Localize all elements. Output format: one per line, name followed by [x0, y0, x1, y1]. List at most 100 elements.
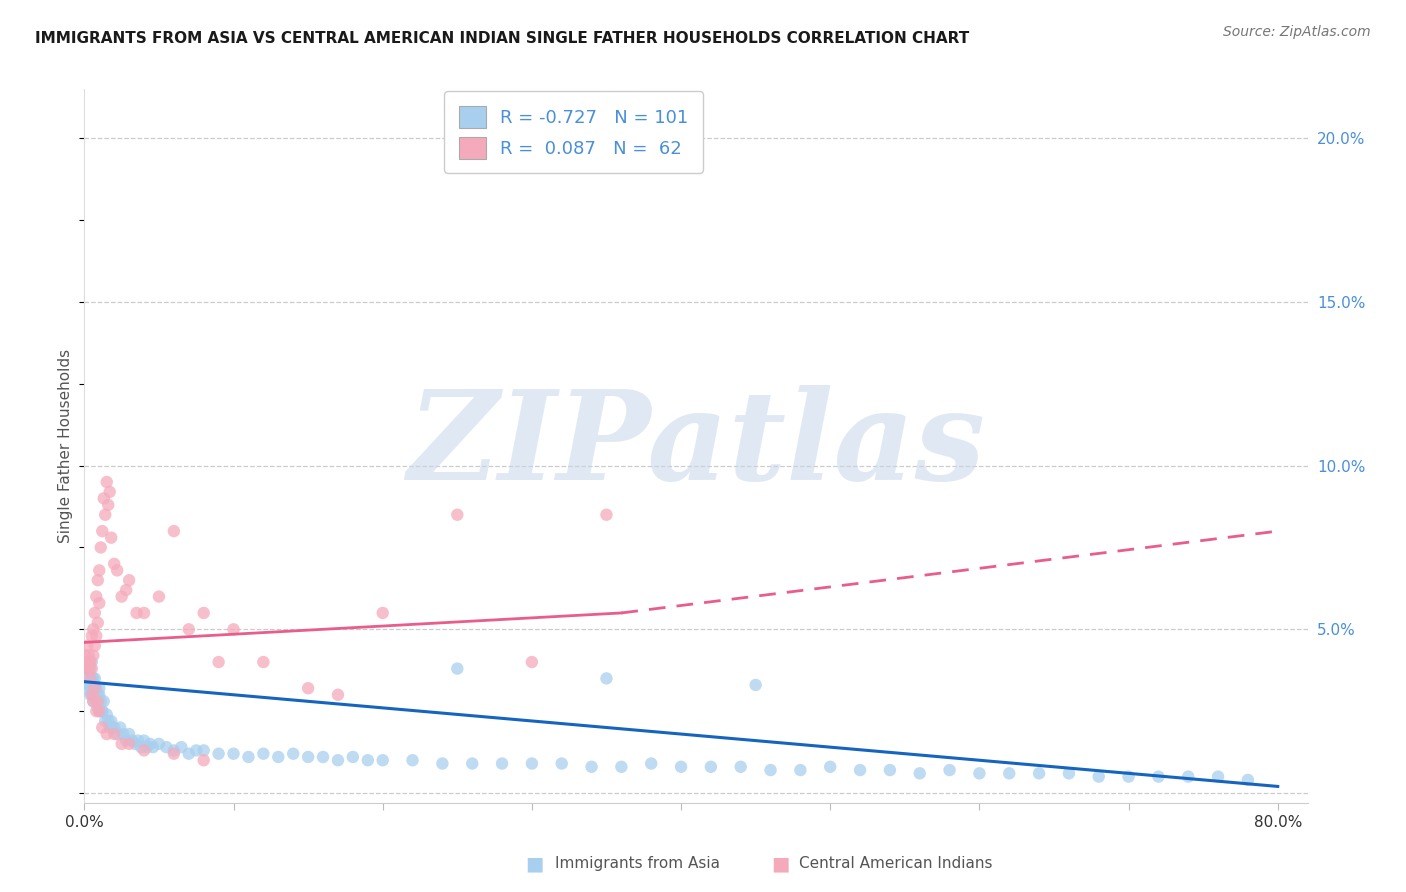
Point [177, 623, 200, 637]
Point [118, 573, 141, 587]
Point [79, 655, 101, 669]
Point [105, 727, 128, 741]
Point [96, 475, 118, 489]
Point [222, 747, 245, 761]
Point [759, 763, 782, 777]
Point [610, 760, 633, 774]
Text: ■: ■ [770, 854, 790, 873]
Point [82, 672, 104, 686]
Point [461, 756, 484, 771]
Point [79, 684, 101, 698]
Point [83, 672, 105, 686]
Point [89, 704, 111, 718]
Text: Immigrants from Asia: Immigrants from Asia [555, 856, 720, 871]
Point [79, 672, 101, 686]
Point [79, 662, 101, 676]
Point [89, 681, 111, 696]
Point [139, 737, 162, 751]
Point [127, 733, 149, 747]
Point [789, 763, 811, 777]
Point [83, 606, 105, 620]
Point [83, 681, 105, 696]
Point [969, 766, 991, 780]
Point [148, 737, 170, 751]
Point [97, 714, 120, 728]
Point [112, 727, 135, 741]
Point [730, 760, 752, 774]
Point [297, 681, 319, 696]
Point [96, 727, 118, 741]
Point [87, 688, 110, 702]
Point [326, 753, 349, 767]
Point [100, 714, 122, 728]
Point [669, 760, 692, 774]
Point [595, 508, 617, 522]
Point [818, 760, 841, 774]
Point [125, 606, 148, 620]
Point [82, 678, 104, 692]
Point [84, 681, 107, 696]
Point [98, 484, 121, 499]
Text: Central American Indians: Central American Indians [799, 856, 993, 871]
Point [87, 694, 110, 708]
Point [82, 623, 104, 637]
Point [1177, 770, 1199, 784]
Point [84, 629, 107, 643]
Point [91, 704, 114, 718]
Point [87, 573, 110, 587]
Point [96, 707, 118, 722]
Point [1206, 770, 1229, 784]
Point [87, 701, 110, 715]
Point [82, 694, 104, 708]
Point [94, 508, 117, 522]
Point [84, 590, 107, 604]
Point [744, 678, 766, 692]
Point [163, 743, 186, 757]
Point [101, 721, 124, 735]
Point [77, 655, 100, 669]
Point [84, 694, 107, 708]
Point [1237, 772, 1260, 787]
Point [100, 531, 122, 545]
Point [87, 615, 110, 630]
Point [252, 655, 274, 669]
Point [75, 662, 97, 676]
Point [75, 662, 97, 676]
Point [91, 721, 114, 735]
Point [124, 737, 146, 751]
Point [80, 688, 103, 702]
Point [186, 743, 208, 757]
Point [148, 590, 170, 604]
Point [342, 750, 364, 764]
Point [90, 541, 112, 555]
Point [446, 508, 468, 522]
Point [83, 688, 105, 702]
Point [115, 582, 138, 597]
Point [371, 606, 394, 620]
Point [283, 747, 305, 761]
Point [849, 763, 872, 777]
Point [91, 704, 114, 718]
Point [207, 655, 229, 669]
Point [93, 694, 115, 708]
Point [82, 694, 104, 708]
Point [998, 766, 1021, 780]
Point [132, 606, 155, 620]
Point [132, 733, 155, 747]
Point [80, 681, 103, 696]
Point [97, 498, 120, 512]
Point [193, 743, 215, 757]
Point [163, 747, 186, 761]
Point [89, 704, 111, 718]
Text: ZIPatlas: ZIPatlas [406, 385, 986, 507]
Point [83, 639, 105, 653]
Point [77, 678, 100, 692]
Point [142, 740, 165, 755]
Point [108, 721, 131, 735]
Point [129, 740, 152, 755]
Point [80, 655, 103, 669]
Point [520, 655, 543, 669]
Point [136, 740, 159, 755]
Point [581, 760, 603, 774]
Text: Source: ZipAtlas.com: Source: ZipAtlas.com [1223, 25, 1371, 39]
